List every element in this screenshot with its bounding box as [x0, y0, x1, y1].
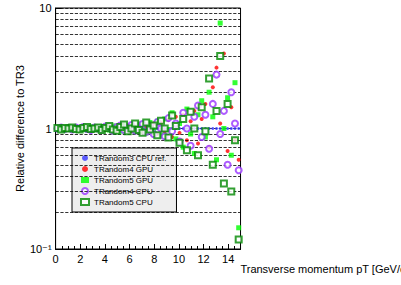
svg-text:TRandom5 GPU: TRandom5 GPU	[94, 175, 154, 185]
svg-text:10: 10	[39, 2, 51, 14]
svg-text:2: 2	[77, 253, 83, 265]
svg-text:12: 12	[197, 253, 209, 265]
svg-text:4: 4	[102, 253, 108, 265]
svg-text:8: 8	[151, 253, 157, 265]
svg-text:TRandom4 GPU: TRandom4 GPU	[94, 164, 154, 174]
svg-text:Transverse momentum pT [GeV/c]: Transverse momentum pT [GeV/c]	[240, 263, 401, 275]
svg-text:10⁻¹: 10⁻¹	[30, 243, 52, 255]
svg-text:TRandom4 CPU: TRandom4 CPU	[94, 187, 153, 196]
svg-text:1: 1	[45, 123, 51, 135]
svg-text:6: 6	[127, 253, 133, 265]
svg-text:Relative difference to TR3: Relative difference to TR3	[14, 65, 26, 192]
svg-text:TRandom3 CPU ref.: TRandom3 CPU ref.	[94, 154, 166, 163]
svg-text:0: 0	[53, 253, 59, 265]
svg-text:10: 10	[173, 253, 185, 265]
svg-text:14: 14	[222, 253, 234, 265]
svg-text:TRandom5 CPU: TRandom5 CPU	[94, 198, 153, 207]
